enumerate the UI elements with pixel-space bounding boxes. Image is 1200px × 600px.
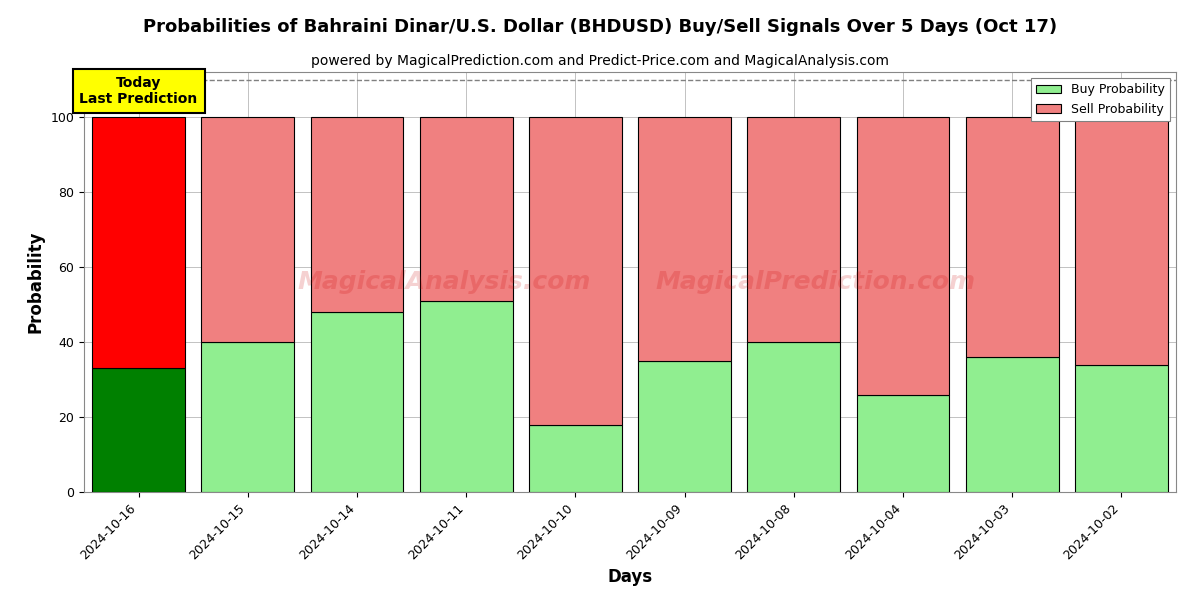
X-axis label: Days: Days (607, 568, 653, 586)
Bar (748, 117, 840, 342)
Text: MagicalAnalysis.com: MagicalAnalysis.com (298, 270, 592, 294)
Bar (92, 117, 185, 368)
Bar (311, 312, 403, 492)
Bar (420, 117, 512, 301)
Bar (529, 424, 622, 492)
Bar (748, 342, 840, 492)
Bar (857, 395, 949, 492)
Y-axis label: Probability: Probability (26, 231, 44, 333)
Text: Today
Last Prediction: Today Last Prediction (79, 76, 198, 106)
Bar (1075, 117, 1168, 364)
Bar (420, 301, 512, 492)
Text: powered by MagicalPrediction.com and Predict-Price.com and MagicalAnalysis.com: powered by MagicalPrediction.com and Pre… (311, 54, 889, 68)
Bar (311, 117, 403, 312)
Text: MagicalPrediction.com: MagicalPrediction.com (655, 270, 976, 294)
Bar (1075, 364, 1168, 492)
Bar (857, 117, 949, 395)
Bar (202, 117, 294, 342)
Text: Probabilities of Bahraini Dinar/U.S. Dollar (BHDUSD) Buy/Sell Signals Over 5 Day: Probabilities of Bahraini Dinar/U.S. Dol… (143, 18, 1057, 36)
Bar (529, 117, 622, 424)
Bar (638, 117, 731, 361)
Bar (966, 117, 1058, 357)
Bar (202, 342, 294, 492)
Bar (638, 361, 731, 492)
Legend: Buy Probability, Sell Probability: Buy Probability, Sell Probability (1031, 78, 1170, 121)
Bar (92, 368, 185, 492)
Bar (966, 357, 1058, 492)
